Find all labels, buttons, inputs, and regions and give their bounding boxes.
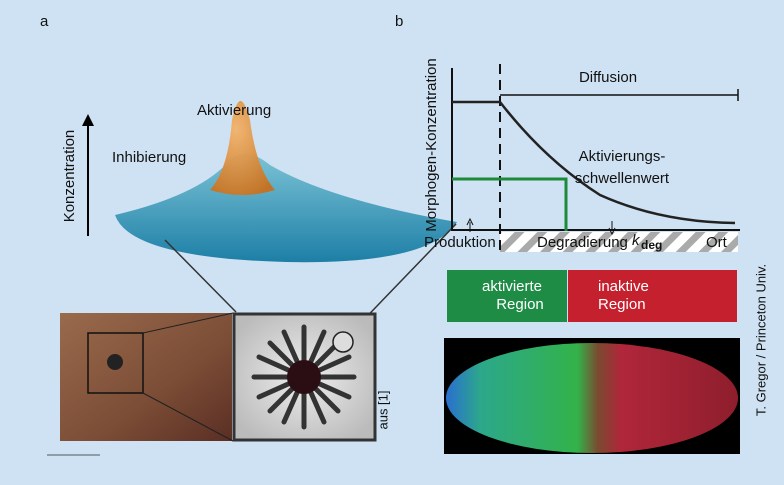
active-label: aktivierte bbox=[482, 278, 542, 295]
degradation-label: Degradierung bbox=[537, 234, 628, 251]
production-label: Produktion bbox=[424, 234, 496, 251]
credit: aus [1] bbox=[375, 390, 390, 429]
fish-spot bbox=[107, 354, 123, 370]
base-label: Inhibierung bbox=[112, 149, 186, 166]
pattern-center bbox=[287, 360, 321, 394]
active-label: Region bbox=[496, 296, 544, 313]
arrow-head bbox=[82, 114, 94, 126]
inhibition-surface bbox=[115, 154, 457, 263]
inactive-label: inaktive bbox=[598, 278, 649, 295]
credit: T. Gregor / Princeton Univ. bbox=[753, 264, 768, 416]
inactive-label: Region bbox=[598, 296, 646, 313]
x-axis-label: Ort bbox=[706, 234, 728, 251]
figure: a Konzentration Aktivierung Inhibierung … bbox=[0, 0, 784, 485]
axis-label: Konzentration bbox=[61, 130, 78, 223]
y-axis-label: Morphogen-Konzentration bbox=[423, 58, 440, 231]
diffusion-label: Diffusion bbox=[579, 69, 637, 86]
degradation-subscript: deg bbox=[641, 238, 662, 252]
diffusion-bracket bbox=[500, 89, 738, 101]
peak-label: Aktivierung bbox=[197, 102, 271, 119]
embryo bbox=[446, 343, 738, 453]
panel-label: a bbox=[40, 13, 49, 30]
threshold-label: schwellenwert bbox=[575, 170, 670, 187]
threshold-line bbox=[452, 179, 566, 231]
inactive-region bbox=[568, 270, 737, 322]
pattern-circle bbox=[333, 332, 353, 352]
threshold-label: Aktivierungs- bbox=[579, 148, 666, 165]
panel-label: b bbox=[395, 13, 403, 30]
